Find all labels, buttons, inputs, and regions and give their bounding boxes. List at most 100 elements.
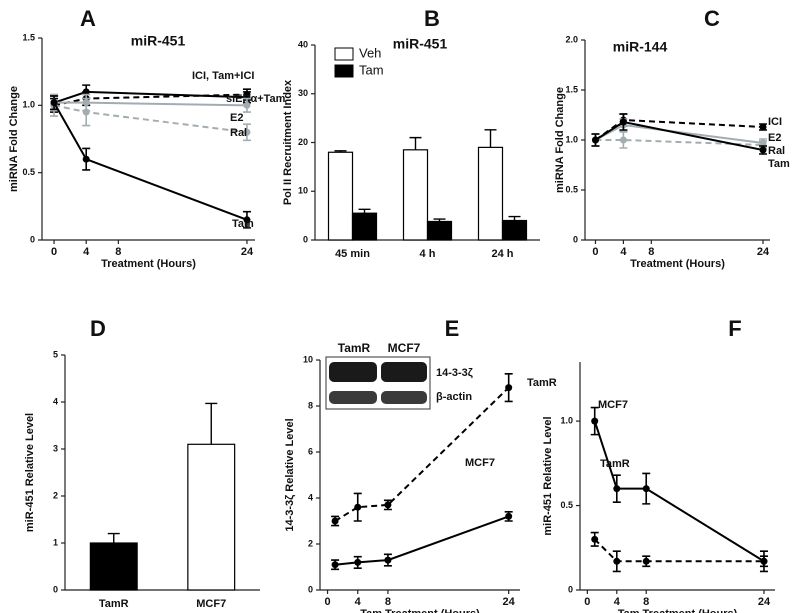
inset-row-label: 14-3-3ζ [436, 367, 473, 379]
data-point [591, 417, 599, 425]
inset-lane-label: MCF7 [388, 341, 421, 355]
error-bar [205, 402, 218, 445]
x-tick-label: 8 [115, 246, 121, 258]
y-tick-label: 10 [298, 186, 308, 196]
series-label: MCF7 [465, 457, 495, 469]
data-point [243, 128, 251, 136]
x-tick-label: MCF7 [196, 598, 226, 610]
data-point [354, 558, 362, 566]
bar [402, 149, 429, 241]
panel-title: miR-144 [613, 39, 668, 55]
data-point [642, 485, 650, 493]
y-tick-label: 0.5 [565, 184, 578, 194]
legend-label: Veh [359, 45, 381, 60]
x-tick-label: 8 [385, 596, 391, 608]
y-tick-label: 10 [303, 354, 313, 364]
error-bar [484, 129, 497, 148]
x-axis-label: Treatment (Hours) [101, 258, 196, 270]
series-label: TamR [600, 458, 630, 470]
data-point [619, 118, 627, 126]
series-label: E2 [768, 132, 781, 144]
error-bar [358, 208, 371, 214]
data-point [619, 136, 627, 144]
series-label: E2 [230, 112, 243, 124]
y-tick-label: 4 [308, 492, 313, 502]
x-axis-label: Tam Treatment (Hours) [360, 608, 480, 613]
y-tick-label: 40 [298, 39, 308, 49]
data-point [331, 517, 339, 525]
x-tick-label: 4 h [420, 248, 436, 260]
y-axis-label: miR-451 Relative Level [542, 416, 554, 535]
x-tick-label: 8 [648, 246, 654, 258]
y-tick-label: 2 [53, 490, 58, 500]
series-line [594, 538, 764, 563]
y-tick-label: 0 [308, 584, 313, 594]
bar [351, 212, 378, 241]
legend-swatch [334, 64, 354, 78]
series-line [595, 139, 764, 146]
x-tick-label: 24 [503, 596, 516, 608]
x-tick-label: 24 [757, 246, 770, 258]
series-line [53, 104, 248, 134]
y-tick-label: 2.0 [565, 34, 578, 44]
y-tick-label: 0 [30, 234, 35, 244]
y-tick-label: 30 [298, 88, 308, 98]
panel-title: miR-451 [131, 33, 186, 49]
x-tick-label: 45 min [335, 248, 370, 260]
error-bar [334, 150, 347, 153]
y-axis-label: miR-451 Relative Level [24, 413, 36, 532]
series-label: Tam [768, 158, 790, 170]
y-tick-label: 1.0 [22, 100, 35, 110]
y-tick-label: 0 [303, 234, 308, 244]
data-point [613, 557, 621, 565]
error-bar [409, 136, 422, 150]
error-bar [433, 218, 446, 222]
series-line [334, 515, 510, 566]
x-tick-label: 4 [355, 596, 362, 608]
x-tick-label: 0 [324, 596, 330, 608]
panel-letter: F [728, 316, 741, 341]
data-point [505, 512, 513, 520]
series-label: Ral [230, 127, 247, 139]
panel-title: miR-451 [393, 36, 448, 52]
y-tick-label: 1.5 [22, 32, 35, 42]
bar [477, 146, 504, 241]
bar [89, 542, 138, 591]
y-axis-label: Pol II Recruitment Index [282, 79, 294, 205]
bar [327, 151, 354, 241]
panel-letter: D [90, 316, 106, 341]
y-tick-label: 2 [308, 538, 313, 548]
x-tick-label: 8 [643, 596, 649, 608]
data-point [243, 216, 251, 224]
data-point [591, 535, 599, 543]
x-tick-label: 0 [51, 246, 57, 258]
y-tick-label: 0 [568, 584, 573, 594]
data-point [243, 91, 251, 99]
x-tick-label: 24 [241, 246, 254, 258]
series-label: Tam [232, 218, 254, 230]
y-axis-label: miRNA Fold Change [554, 87, 566, 193]
x-axis-label: Treatment (Hours) [630, 258, 725, 270]
error-bar [508, 215, 521, 221]
y-tick-label: 20 [298, 137, 308, 147]
bar [501, 219, 528, 241]
y-axis-label: miRNA Fold Change [8, 86, 20, 192]
data-point [760, 557, 768, 565]
y-tick-label: 1.5 [565, 84, 578, 94]
data-point [591, 136, 599, 144]
inset-row-label: β-actin [436, 391, 472, 403]
y-tick-label: 3 [53, 443, 58, 453]
data-point [384, 501, 392, 509]
bar [187, 443, 236, 591]
y-tick-label: 5 [53, 349, 58, 359]
y-tick-label: 4 [53, 396, 58, 406]
data-point [50, 99, 58, 107]
x-axis-label: Tam Treatment (Hours) [618, 608, 738, 613]
data-point [505, 384, 513, 392]
data-point [82, 155, 90, 163]
bar [426, 220, 453, 241]
blot-band [329, 391, 377, 404]
x-tick-label: 4 [83, 246, 90, 258]
error-bar [107, 532, 120, 543]
